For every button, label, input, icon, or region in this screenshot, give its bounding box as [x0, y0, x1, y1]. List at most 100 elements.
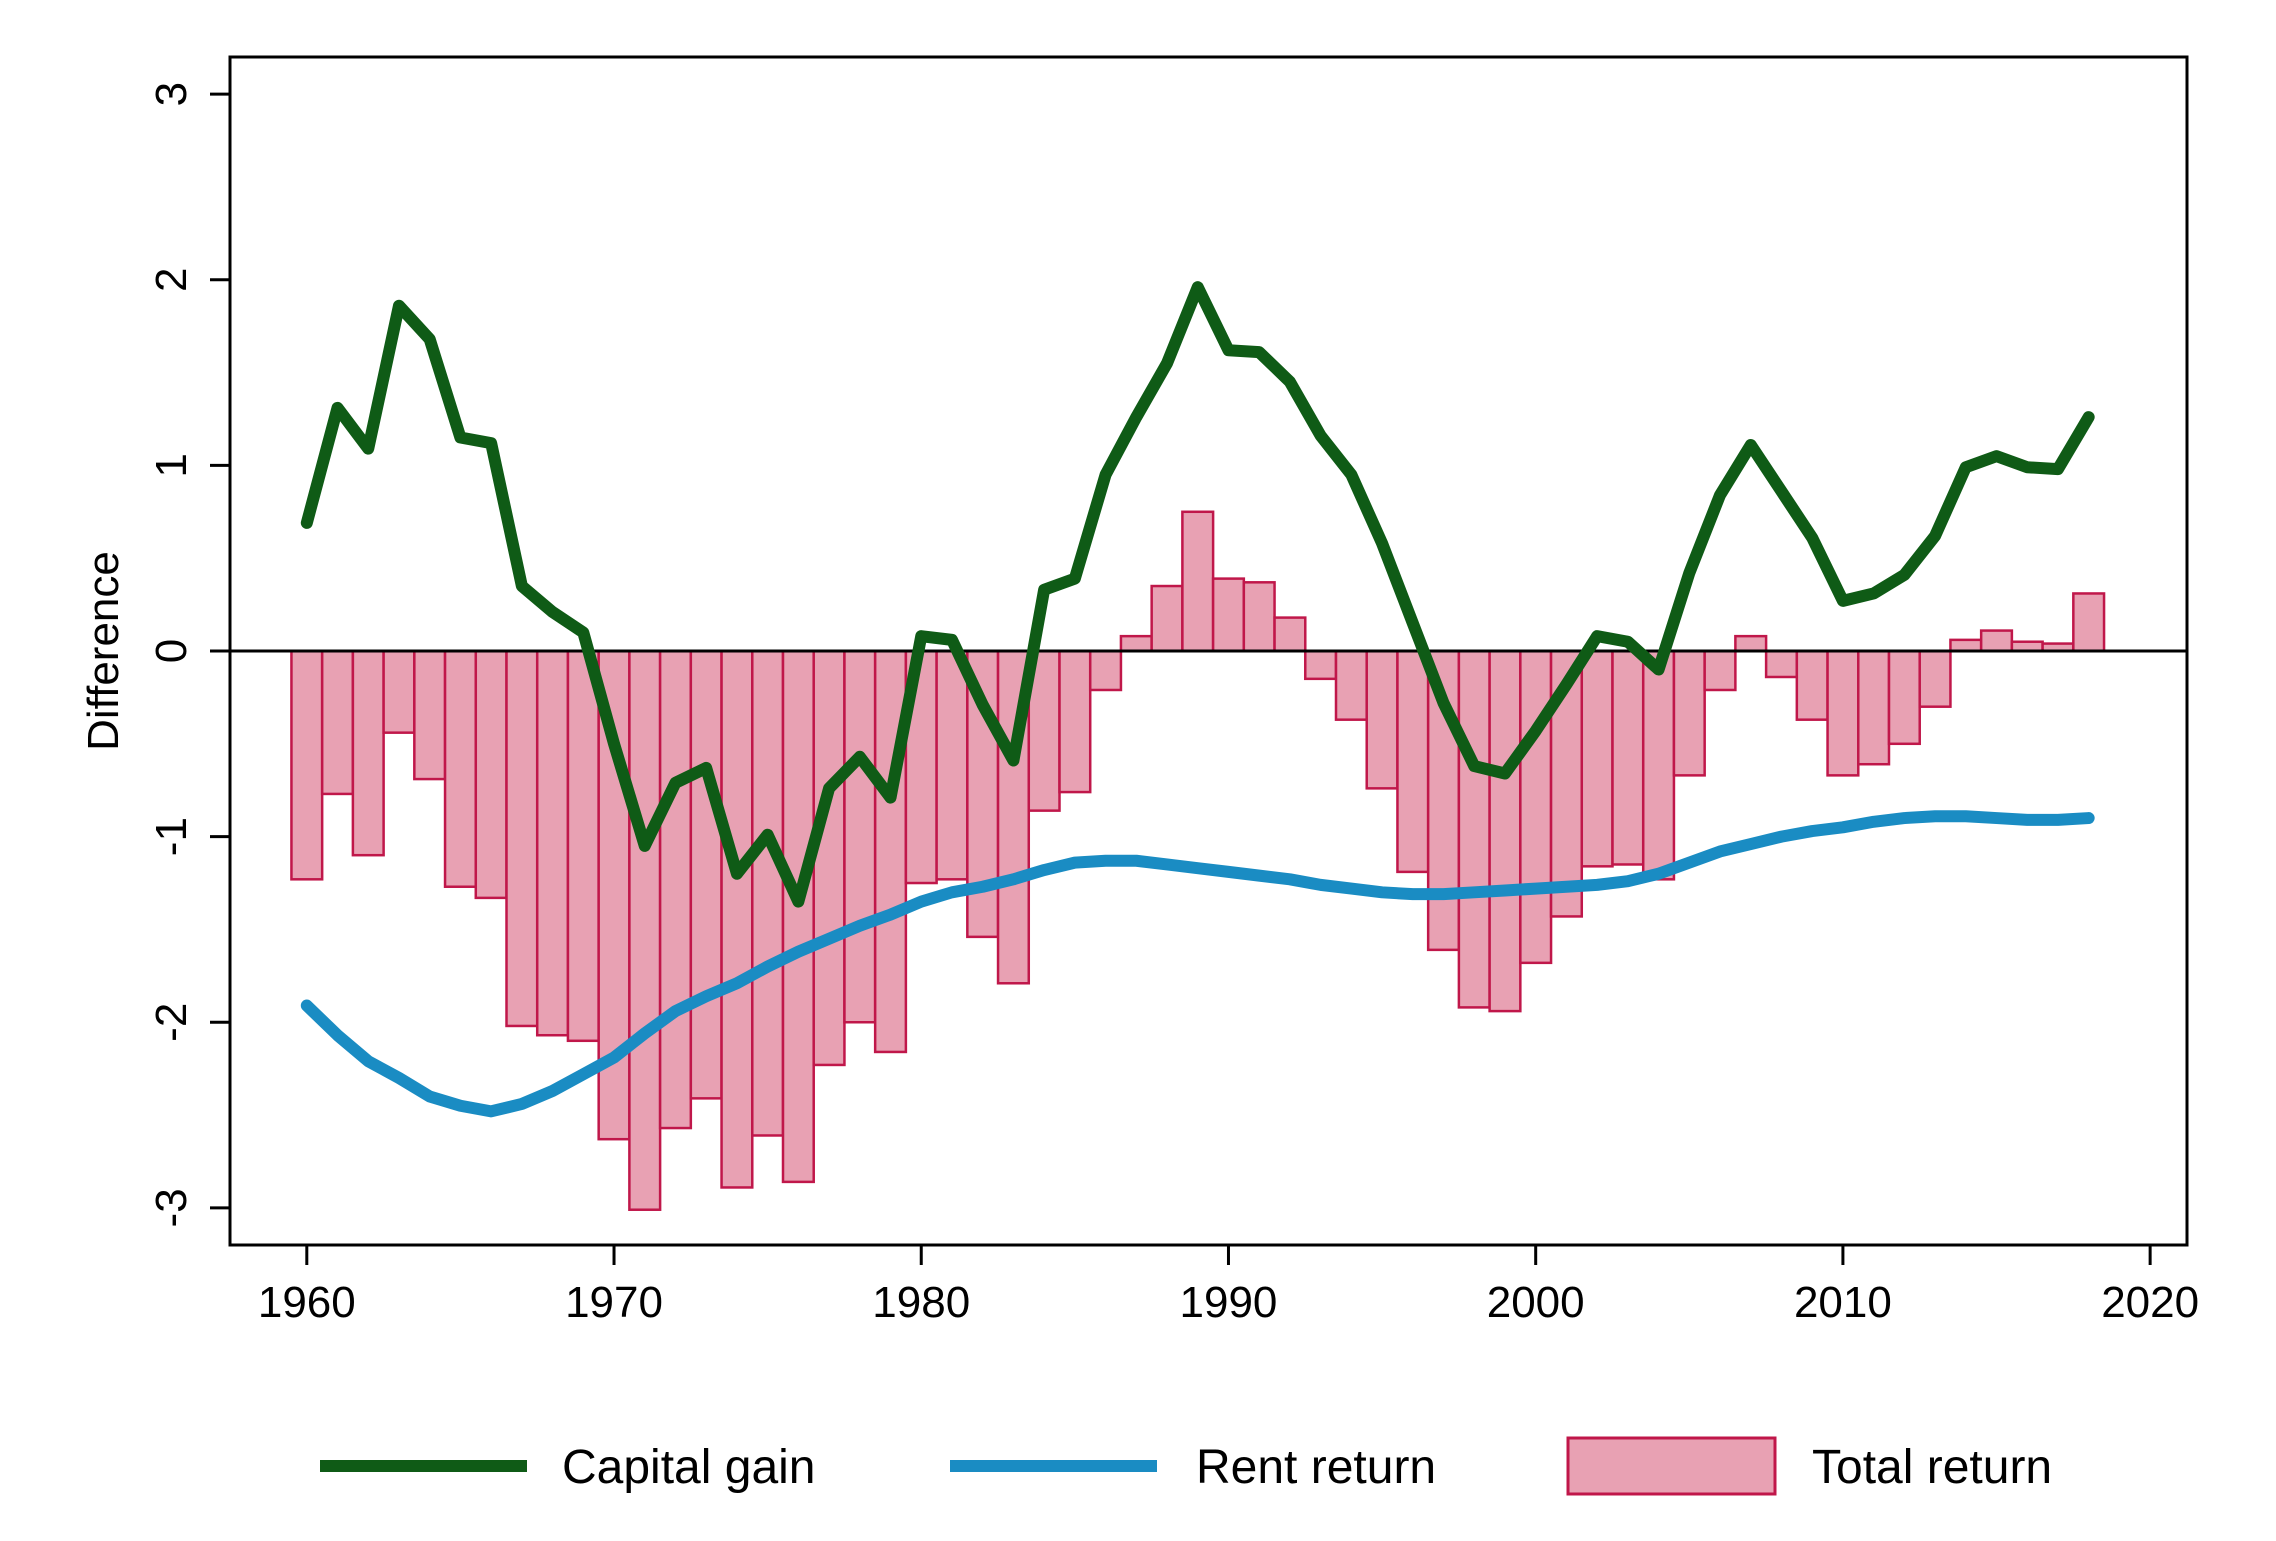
point-rent-return-1970 [612, 1056, 616, 1060]
point-rent-return-2018 [2087, 816, 2091, 820]
y-tick-label-3: 3 [147, 82, 196, 106]
bar-total-return-1985 [1058, 649, 1092, 794]
point-capital-gain-2006 [1718, 493, 1722, 497]
point-capital-gain-2002 [1595, 634, 1599, 638]
lines-layer [300, 281, 2095, 1118]
bar-total-return-2005 [1672, 649, 1706, 777]
point-capital-gain-2007 [1749, 443, 1753, 447]
point-capital-gain-2018 [2087, 415, 2091, 419]
point-capital-gain-1981 [950, 638, 954, 642]
point-rent-return-2011 [1872, 820, 1876, 824]
bar-total-return-1971 [628, 649, 662, 1211]
point-rent-return-1991 [1257, 874, 1261, 878]
bar-total-return-1987 [1119, 634, 1153, 653]
point-capital-gain-1989 [1196, 285, 1200, 289]
bar-total-return-1999 [1488, 649, 1522, 1013]
point-capital-gain-1980 [919, 634, 923, 638]
y-tick-label--3: -3 [147, 1188, 196, 1227]
point-capital-gain-1978 [858, 755, 862, 759]
bar-total-return-1998 [1457, 649, 1491, 1009]
point-rent-return-1973 [704, 994, 708, 998]
point-capital-gain-1969 [581, 630, 585, 634]
y-tick-label-0: 0 [147, 639, 196, 663]
point-rent-return-1993 [1319, 883, 1323, 887]
point-rent-return-1976 [796, 950, 800, 954]
bar-total-return-1992 [1273, 616, 1307, 653]
point-capital-gain-1960 [305, 521, 309, 525]
bar-total-return-1986 [1088, 649, 1123, 692]
point-rent-return-2012 [1902, 816, 1906, 820]
point-capital-gain-2000 [1534, 729, 1538, 733]
point-capital-gain-1966 [489, 441, 493, 445]
point-rent-return-1969 [581, 1072, 585, 1076]
point-capital-gain-1993 [1319, 434, 1323, 438]
legend: Capital gain Rent return Total return [320, 1436, 2052, 1496]
y-tick-label--1: -1 [147, 817, 196, 856]
bar-total-return-1977 [812, 649, 846, 1067]
point-rent-return-1962 [366, 1059, 370, 1063]
point-rent-return-2003 [1626, 879, 1630, 883]
point-capital-gain-1992 [1288, 380, 1292, 384]
bar-total-return-1975 [751, 649, 785, 1137]
bar-total-return-2018 [2072, 592, 2106, 653]
bar-total-return-1960 [290, 649, 324, 881]
point-capital-gain-1971 [643, 844, 647, 848]
point-capital-gain-1963 [397, 304, 401, 308]
bar-total-return-2014 [1949, 638, 1983, 653]
point-capital-gain-1994 [1349, 473, 1353, 477]
bar-total-return-1969 [566, 649, 600, 1043]
point-rent-return-1998 [1472, 890, 1476, 894]
bar-total-return-2012 [1887, 649, 1921, 746]
point-rent-return-1971 [643, 1031, 647, 1035]
bar-total-return-1995 [1365, 649, 1399, 790]
bar-total-return-1963 [382, 649, 416, 734]
x-tick-label-1990: 1990 [1180, 1278, 1278, 1327]
point-rent-return-1982 [981, 885, 985, 889]
bar-total-return-1996 [1396, 649, 1430, 874]
point-capital-gain-1968 [551, 610, 555, 614]
point-capital-gain-2005 [1687, 571, 1691, 575]
point-rent-return-2017 [2056, 818, 2060, 822]
bar-total-return-1972 [658, 649, 693, 1130]
point-rent-return-1990 [1226, 870, 1230, 874]
point-rent-return-1986 [1104, 859, 1108, 863]
bar-total-return-2004 [1641, 649, 1676, 881]
point-rent-return-1979 [889, 913, 893, 917]
point-rent-return-1997 [1442, 892, 1446, 896]
legend-key-total-return [1566, 1436, 1777, 1496]
point-capital-gain-1972 [673, 781, 677, 785]
y-axis-title: Difference [79, 551, 128, 751]
point-rent-return-2005 [1687, 861, 1691, 865]
bar-total-return-2007 [1734, 634, 1768, 653]
point-rent-return-1978 [858, 924, 862, 928]
bar-total-return-1966 [474, 649, 508, 900]
point-capital-gain-1982 [981, 703, 985, 707]
legend-label-rent-return: Rent return [1196, 1441, 1436, 1494]
point-rent-return-2009 [1810, 829, 1814, 833]
point-rent-return-1987 [1134, 859, 1138, 863]
y-tick-label-1: 1 [147, 453, 196, 477]
point-capital-gain-1985 [1073, 577, 1077, 581]
x-tick-label-2020: 2020 [2101, 1278, 2199, 1327]
bar-total-return-2010 [1826, 649, 1860, 777]
point-rent-return-2010 [1841, 825, 1845, 829]
point-capital-gain-1977 [827, 786, 831, 790]
point-capital-gain-1990 [1226, 348, 1230, 352]
point-rent-return-1999 [1503, 888, 1507, 892]
point-rent-return-1988 [1165, 862, 1169, 866]
x-tick-label-1970: 1970 [565, 1278, 663, 1327]
point-capital-gain-1967 [520, 584, 524, 588]
point-rent-return-2014 [1964, 814, 1968, 818]
bar-total-return-2003 [1611, 649, 1645, 866]
bar-total-return-1978 [843, 649, 877, 1024]
x-tick-label-1960: 1960 [258, 1278, 356, 1327]
point-rent-return-1977 [827, 937, 831, 941]
point-rent-return-1984 [1042, 868, 1046, 872]
point-capital-gain-1975 [766, 833, 770, 837]
bar-total-return-1989 [1181, 510, 1215, 653]
point-capital-gain-2001 [1564, 682, 1568, 686]
point-rent-return-2013 [1933, 814, 1937, 818]
point-rent-return-2016 [2025, 818, 2029, 822]
point-capital-gain-1987 [1134, 415, 1138, 419]
